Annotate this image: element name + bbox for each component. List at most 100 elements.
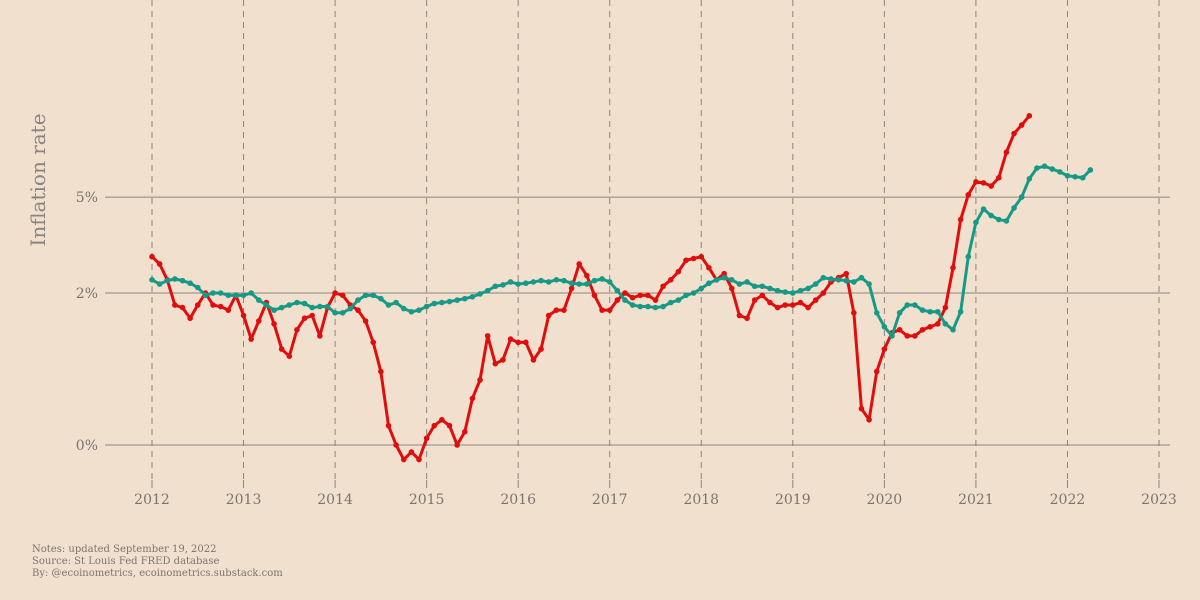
series-2-point-5 [187,280,193,287]
series-2 [149,163,1094,339]
notes-source: Source: St Louis Fed FRED database [32,556,220,567]
series-2-point-94 [866,281,872,287]
series-1-point-48 [515,339,521,346]
series-2-point-103 [934,308,941,315]
series-1-point-31 [385,422,392,429]
series-1-point-114 [1018,122,1025,128]
series-2-point-114 [1018,194,1025,200]
series-2-point-105 [950,326,956,333]
series-1-line [150,114,1031,462]
series-1-point-93 [858,405,865,412]
series-1-point-4 [179,304,186,311]
series-2-point-3 [172,276,178,282]
series-2-point-39 [446,298,453,305]
notes-author: By: @ecoinometrics, ecoinometrics.substa… [32,568,283,579]
series-1-point-27 [355,307,361,313]
series-2-point-97 [889,333,895,339]
series-1-point-107 [965,192,972,198]
series-2-point-95 [873,310,880,316]
series-1-point-12 [240,312,247,319]
series-1-point-47 [507,336,514,342]
series-1-point-57 [584,272,590,279]
series-1-point-110 [988,183,994,189]
series-2-point-48 [515,281,521,287]
series-2-point-54 [561,277,567,284]
series-2-point-118 [1049,166,1055,172]
series-1-point-42 [469,395,476,402]
series-1-point-44 [484,333,491,339]
series-2-point-78 [744,279,750,285]
series-1-point-115 [1026,112,1033,119]
series-2-point-14 [255,297,262,303]
series-1-point-109 [980,180,987,186]
series-1-point-34 [408,449,415,455]
series-1-point-61 [614,297,621,303]
series-1-point-20 [301,315,308,322]
series-1-point-94 [866,416,872,423]
series-1-point-24 [332,290,338,296]
series-1-point-54 [561,307,567,313]
x-tick-label-2022: 2022 [1050,492,1086,508]
series-1-point-75 [721,270,727,277]
series-1-point-30 [378,368,384,375]
series-1-point-55 [568,285,575,292]
series-1-point-92 [851,310,857,316]
series-2-point-68 [667,299,674,306]
series-2-point-106 [957,308,964,315]
series-2-point-29 [370,292,377,299]
series-2-point-31 [385,302,392,308]
series-1-point-111 [996,174,1002,181]
series-1-point-101 [919,326,926,333]
series-1-point-113 [1011,130,1017,137]
series-2-point-20 [301,300,308,307]
series-1-point-70 [683,257,689,264]
series-2-point-86 [805,285,811,292]
series-1-point-3 [172,302,178,308]
series-1-point-35 [416,456,422,463]
series-2-point-62 [622,297,628,303]
series-2-point-27 [355,297,361,303]
series-2-point-87 [812,281,819,287]
series-1-point-78 [744,315,750,322]
series-1-point-108 [973,179,979,185]
series-2-point-73 [706,280,712,287]
series-1-point-25 [339,292,346,299]
series-1-point-0 [149,253,155,260]
series-2-point-38 [439,299,445,306]
series-2-point-6 [194,284,201,291]
series-2-point-33 [400,305,407,312]
series-1-point-56 [576,261,583,267]
series-2-point-109 [980,206,987,212]
series-1-point-43 [477,377,483,383]
series-1-point-73 [706,264,712,271]
series-2-point-79 [751,283,758,290]
series-2-point-83 [782,289,788,295]
series-1-point-32 [393,442,399,448]
series-1-point-91 [843,270,850,277]
series-2-point-0 [149,277,155,283]
series-2-point-2 [164,277,171,284]
series-2-point-69 [675,297,682,303]
series-2-point-45 [492,283,499,290]
series-1-point-38 [439,416,445,423]
series-2-point-111 [996,216,1002,223]
series-1-point-86 [805,304,811,311]
series-1-point-52 [545,312,552,319]
series-1-point-21 [309,312,316,319]
series-1-point-53 [553,307,560,313]
series-1-point-85 [797,299,804,306]
series-1-point-69 [675,268,682,275]
series-1-point-37 [431,422,438,429]
series-2-point-37 [431,300,438,307]
series-2-point-26 [347,305,354,312]
series-2-point-76 [728,277,735,283]
series-1-point-102 [927,323,933,330]
notes-updated: Notes: updated September 19, 2022 [32,544,217,555]
series-2-point-49 [523,280,529,287]
series-2-point-42 [469,293,476,300]
series-1-point-72 [698,253,705,260]
series-1-point-29 [370,339,377,346]
series-1-point-99 [904,333,911,339]
series-2-point-34 [408,308,415,315]
series-2-point-112 [1003,218,1010,224]
